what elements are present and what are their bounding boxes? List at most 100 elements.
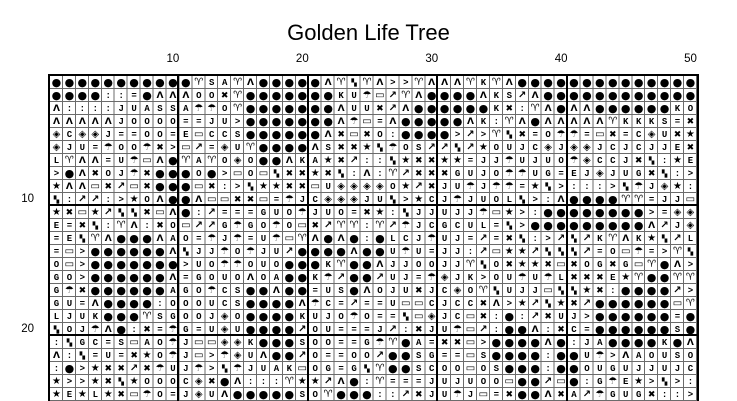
- grid-cell: C: [183, 376, 189, 387]
- grid-cell: ●: [607, 89, 618, 102]
- grid-cell: ▚: [118, 208, 124, 217]
- grid-cell: ●: [129, 258, 139, 271]
- grid-cell: ●: [323, 102, 333, 115]
- grid-cell: Λ: [622, 350, 630, 361]
- grid-cell: Λ: [428, 77, 436, 88]
- grid-cell: =: [674, 311, 681, 322]
- grid-cell: ▚: [247, 182, 254, 191]
- grid-cell: G: [196, 272, 202, 283]
- grid-cell: U: [506, 272, 512, 283]
- grid-cell: J: [480, 168, 487, 179]
- grid-cell: ●: [232, 388, 243, 401]
- grid-cell: J: [428, 324, 435, 335]
- grid-cell: Λ: [156, 155, 164, 166]
- grid-cell: C: [610, 155, 616, 166]
- grid-cell: ◈: [660, 181, 669, 192]
- grid-cell: ↗: [479, 324, 488, 335]
- grid-cell: ●: [569, 206, 579, 219]
- grid-cell: A: [312, 155, 318, 166]
- grid-cell: ●: [607, 310, 618, 323]
- grid-cell: ●: [620, 336, 631, 349]
- grid-cell: ●: [297, 141, 308, 154]
- grid-cell: O: [364, 350, 370, 361]
- grid-cell: ▚: [66, 338, 73, 347]
- grid-cell: G: [53, 272, 60, 283]
- pattern-title: Golden Life Tree: [287, 20, 450, 45]
- grid-cell: E: [53, 220, 60, 231]
- grid-cell: ●: [569, 193, 579, 206]
- grid-cell: =: [390, 311, 396, 322]
- grid-cell: ✖: [104, 181, 112, 192]
- grid-cell: E: [623, 376, 629, 387]
- grid-cell: U: [519, 155, 525, 166]
- grid-cell: ✖: [78, 220, 87, 231]
- grid-cell: ●: [116, 232, 126, 245]
- grid-cell: ✖: [596, 272, 604, 283]
- grid-cell: G: [183, 285, 189, 296]
- grid-bold-vline: [697, 74, 699, 401]
- grid-cell: ✖: [570, 298, 578, 309]
- grid-cell: ●: [504, 349, 515, 362]
- grid-cell: J: [597, 142, 603, 153]
- grid-cell: ▚: [661, 234, 668, 243]
- grid-cell: ▚: [519, 234, 525, 243]
- grid-cell: Λ: [337, 116, 345, 127]
- grid-cell: C: [209, 129, 215, 140]
- grid-cell: J: [674, 363, 681, 374]
- grid-cell: ●: [556, 362, 566, 375]
- grid-cell: ◈: [233, 337, 242, 348]
- grid-cell: ✖: [414, 168, 423, 179]
- grid-cell: ◈: [570, 142, 578, 153]
- grid-cell: U: [273, 246, 280, 257]
- grid-cell: ●: [155, 180, 165, 193]
- grid-cell: ☂: [595, 350, 605, 361]
- grid-cell: ◈: [350, 194, 358, 205]
- grid-cell: ●: [271, 297, 282, 310]
- grid-cell: ☂: [634, 181, 644, 192]
- grid-cell: :: [196, 207, 202, 218]
- grid-cell: U: [273, 207, 280, 218]
- grid-cell: O: [273, 259, 280, 270]
- grid-cell: >: [506, 298, 512, 309]
- grid-cell: C: [221, 285, 228, 296]
- grid-cell: O: [209, 259, 215, 270]
- grid-cell: O: [157, 337, 163, 348]
- grid-cell: ●: [271, 388, 282, 401]
- grid-cell: ●: [659, 297, 670, 310]
- grid-cell: ▚: [92, 221, 98, 230]
- grid-cell: >: [532, 194, 538, 205]
- grid-cell: >: [170, 142, 176, 153]
- grid-cell: ●: [556, 102, 566, 115]
- grid-cell: S: [416, 363, 422, 374]
- grid-cell: S: [299, 389, 305, 400]
- grid-cell: :: [519, 103, 525, 114]
- grid-cell: ●: [181, 180, 191, 193]
- grid-cell: ✖: [104, 363, 112, 374]
- grid-cell: ♈: [388, 168, 398, 179]
- grid-cell: =: [196, 324, 202, 335]
- grid-cell: ●: [64, 89, 75, 102]
- grid-cell: ●: [103, 245, 114, 258]
- grid-cell: ★: [103, 389, 113, 400]
- grid-cell: ◈: [440, 272, 449, 283]
- grid-cell: :: [493, 116, 500, 127]
- grid-cell: ▚: [403, 312, 409, 321]
- grid-cell: ●: [607, 193, 618, 206]
- grid-cell: :: [260, 376, 267, 387]
- grid-cell: ✖: [427, 181, 436, 192]
- grid-cell: O: [144, 129, 150, 140]
- grid-cell: :: [661, 389, 668, 400]
- grid-cell: O: [183, 233, 189, 244]
- grid-cell: :: [66, 103, 73, 114]
- grid-cell: ●: [64, 76, 75, 89]
- grid-cell: O: [351, 350, 357, 361]
- grid-cell: Λ: [570, 103, 578, 114]
- grid-cell: =: [351, 324, 357, 335]
- grid-cell: ●: [90, 89, 101, 102]
- grid-cell: Λ: [376, 259, 384, 270]
- grid-cell: >: [648, 207, 655, 218]
- grid-cell: S: [234, 298, 241, 309]
- grid-cell: J: [428, 389, 435, 400]
- grid-cell: ▭: [297, 363, 307, 374]
- grid-cell: ✖: [143, 324, 151, 335]
